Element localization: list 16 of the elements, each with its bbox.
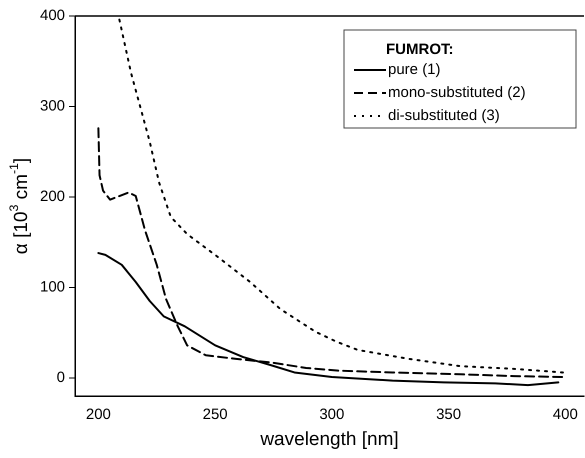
x-tick-label: 400: [552, 406, 578, 424]
legend-label: di-substituted (3): [388, 107, 500, 124]
y-tick-label: 400: [40, 7, 66, 24]
legend-label: pure (1): [388, 61, 441, 78]
x-tick-label: 350: [436, 406, 462, 424]
x-axis-title: wavelength [nm]: [259, 429, 399, 450]
legend-title: FUMROT:: [386, 41, 454, 58]
x-tick-label: 250: [202, 406, 228, 424]
y-tick-label: 300: [40, 98, 66, 115]
y-axis-title: α [103 cm-1]: [6, 158, 32, 254]
y-tick-label: 100: [40, 278, 66, 296]
y-tick-label: 0: [56, 369, 66, 386]
x-tick-label: 200: [86, 406, 111, 424]
y-tick-label: 200: [40, 188, 66, 206]
legend-label: mono-substituted (2): [388, 84, 526, 102]
x-tick-label: 300: [319, 406, 344, 424]
